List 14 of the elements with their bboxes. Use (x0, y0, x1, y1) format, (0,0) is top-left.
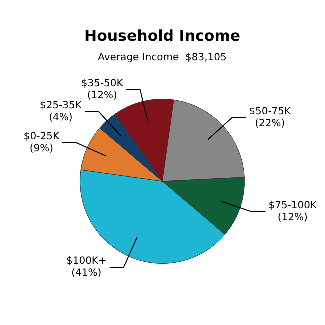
slice-label: $0-25K (24, 131, 60, 142)
data-label: (22%) (255, 118, 286, 130)
chart-title: Household Income (84, 26, 240, 45)
slice-label: $100K+ (66, 256, 107, 268)
data-label: (4%) (49, 112, 73, 124)
data-label: (12%) (87, 90, 118, 102)
slice-label: $50-75K (249, 106, 292, 118)
data-label: (41%) (72, 268, 102, 280)
data-label: (12%) (278, 212, 308, 224)
slice-label: $35-50K (81, 78, 124, 90)
slice-label: $25-35K (40, 100, 82, 112)
chart-subtitle: Average Income $83,105 (98, 52, 227, 64)
slice-label: $75-100K (268, 200, 318, 212)
data-label: (9%) (30, 143, 54, 154)
